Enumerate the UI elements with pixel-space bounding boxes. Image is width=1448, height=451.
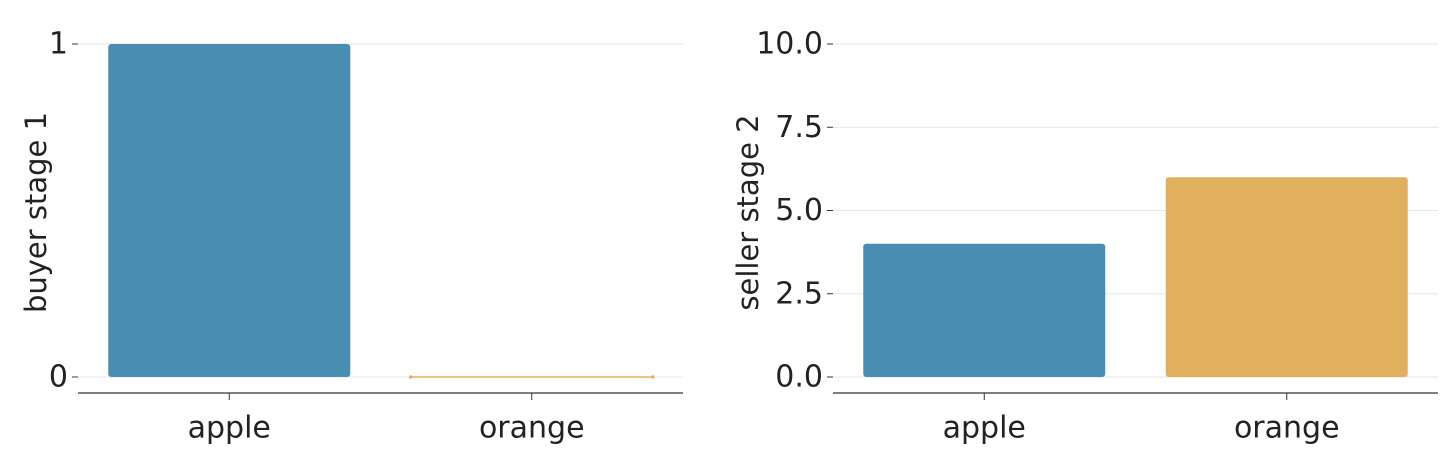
bar-apple [108, 44, 351, 377]
seller-stage-2-panel: 0.0 2.5 5.0 7.5 10.0 apple orange seller stage … [731, 27, 1438, 446]
y-tick-label: 7.5 [775, 110, 823, 145]
y-tick-label: 0 [49, 360, 68, 395]
y-tick-label: 2.5 [775, 276, 823, 311]
bar-end-marker [650, 375, 655, 379]
x-tick-label: orange [1234, 411, 1340, 446]
bar-end-marker [408, 375, 413, 379]
bar-orange [1165, 177, 1408, 377]
y-axis-label: buyer stage 1 [19, 112, 53, 313]
y-tick-label: 1 [49, 27, 68, 62]
buyer-stage-1-panel: 0 1 apple orange buyer stage 1 [19, 27, 683, 446]
x-tick-label: apple [188, 411, 271, 446]
x-tick-label: apple [943, 411, 1026, 446]
y-tick-label: 0.0 [775, 360, 823, 395]
y-axis-label: seller stage 2 [731, 114, 765, 310]
bar-apple [863, 243, 1106, 377]
y-tick-label: 5.0 [775, 193, 823, 228]
y-tick-label: 10.0 [756, 27, 823, 62]
x-tick-label: orange [479, 411, 585, 446]
